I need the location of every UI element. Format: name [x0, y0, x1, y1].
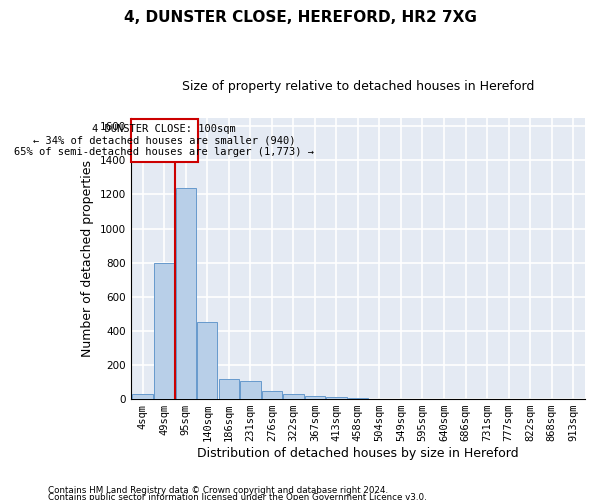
- Bar: [305, 396, 325, 399]
- Text: 4, DUNSTER CLOSE, HEREFORD, HR2 7XG: 4, DUNSTER CLOSE, HEREFORD, HR2 7XG: [124, 10, 476, 25]
- Bar: [240, 381, 260, 399]
- Bar: [133, 394, 153, 399]
- Text: Contains HM Land Registry data © Crown copyright and database right 2024.: Contains HM Land Registry data © Crown c…: [48, 486, 388, 495]
- Bar: [197, 322, 217, 399]
- Title: Size of property relative to detached houses in Hereford: Size of property relative to detached ho…: [182, 80, 534, 93]
- X-axis label: Distribution of detached houses by size in Hereford: Distribution of detached houses by size …: [197, 447, 519, 460]
- Bar: [283, 394, 304, 399]
- Y-axis label: Number of detached properties: Number of detached properties: [81, 160, 94, 357]
- FancyBboxPatch shape: [131, 120, 197, 162]
- Bar: [262, 390, 282, 399]
- Bar: [176, 188, 196, 399]
- Bar: [326, 398, 347, 399]
- Text: 4 DUNSTER CLOSE: 100sqm
← 34% of detached houses are smaller (940)
65% of semi-d: 4 DUNSTER CLOSE: 100sqm ← 34% of detache…: [14, 124, 314, 158]
- Bar: [218, 378, 239, 399]
- Text: Contains public sector information licensed under the Open Government Licence v3: Contains public sector information licen…: [48, 494, 427, 500]
- Bar: [347, 398, 368, 399]
- Bar: [154, 262, 175, 399]
